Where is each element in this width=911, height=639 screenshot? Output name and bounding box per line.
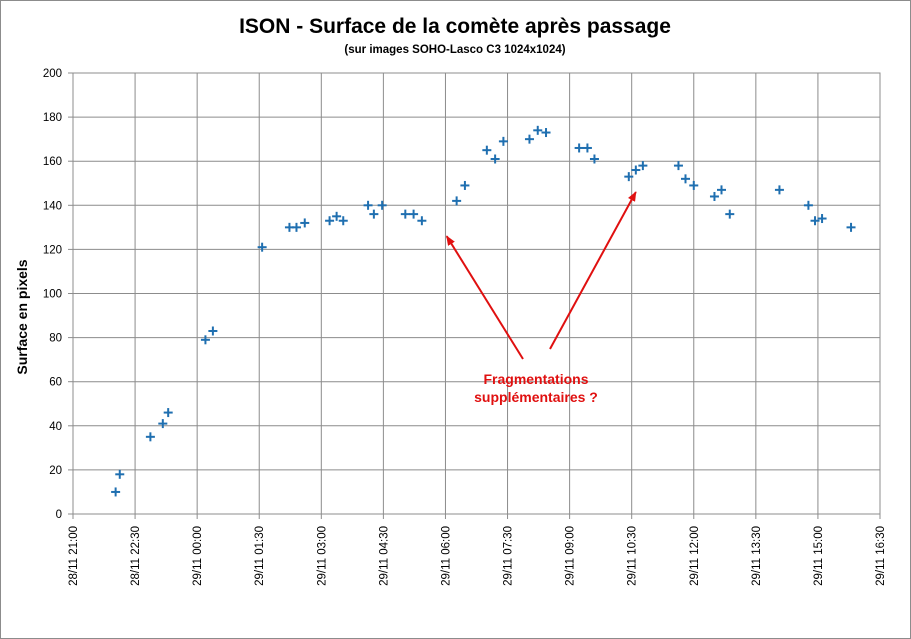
data-point [482, 145, 492, 155]
y-axis-label: Surface en pixels [14, 259, 30, 374]
y-tick-label: 80 [49, 333, 62, 345]
data-point [624, 172, 634, 182]
data-point [716, 185, 726, 195]
chart-subtitle: (sur images SOHO-Lasco C3 1024x1024) [344, 44, 565, 56]
data-point [400, 209, 410, 219]
y-tick-label: 120 [43, 244, 62, 256]
data-point [817, 214, 827, 224]
data-point [363, 200, 373, 210]
y-tick-label: 100 [43, 289, 62, 301]
data-point [369, 209, 379, 219]
data-point [774, 185, 784, 195]
y-axis-ticks: 0 20 40 60 80 100 120 140 160 180 200 [43, 68, 62, 521]
data-point [810, 216, 820, 226]
data-point [541, 128, 551, 138]
y-tick-label: 160 [43, 156, 62, 168]
data-point [803, 200, 813, 210]
data-point [291, 222, 301, 232]
annotation-text: supplémentaires ? [474, 389, 598, 405]
data-point [115, 469, 125, 479]
x-tick-label: 29/11 06:00 [440, 526, 452, 586]
x-tick-label: 29/11 03:00 [316, 526, 328, 586]
data-point [460, 180, 470, 190]
x-tick-label: 29/11 15:00 [813, 526, 825, 586]
x-tick-label: 29/11 13:30 [751, 526, 763, 586]
data-point [524, 134, 534, 144]
data-point [574, 143, 584, 153]
data-point [257, 242, 267, 252]
data-point [709, 191, 719, 201]
data-point [158, 419, 168, 429]
data-point [332, 211, 342, 221]
y-tick-label: 40 [49, 421, 62, 433]
x-tick-label: 29/11 16:30 [875, 526, 887, 586]
data-point [300, 218, 310, 228]
y-tick-label: 180 [43, 112, 62, 124]
data-point [452, 196, 462, 206]
data-point [111, 487, 121, 497]
y-tick-label: 200 [43, 68, 62, 80]
data-point [377, 200, 387, 210]
data-points [111, 125, 856, 497]
data-point [498, 136, 508, 146]
data-point [673, 161, 683, 171]
data-point [409, 209, 419, 219]
x-tick-label: 29/11 12:00 [689, 526, 701, 586]
grid [72, 72, 881, 515]
data-point [208, 326, 218, 336]
x-tick-label: 29/11 00:00 [192, 526, 204, 586]
data-point [638, 161, 648, 171]
annotation: Fragmentations supplémentaires ? [445, 191, 637, 405]
x-tick-label: 29/11 10:30 [627, 526, 639, 586]
data-point [417, 216, 427, 226]
x-tick-label: 29/11 07:30 [503, 526, 515, 586]
data-point [689, 180, 699, 190]
data-point [846, 222, 856, 232]
y-tick-label: 60 [49, 377, 62, 389]
data-point [725, 209, 735, 219]
x-tick-label: 29/11 09:00 [565, 526, 577, 586]
x-tick-label: 29/11 04:30 [378, 526, 390, 586]
y-tick-label: 0 [56, 509, 62, 521]
data-point [200, 335, 210, 345]
x-tick-label: 28/11 21:00 [68, 526, 80, 586]
data-point [338, 216, 348, 226]
annotation-text: Fragmentations [483, 371, 588, 387]
data-point [582, 143, 592, 153]
annotation-arrow [549, 191, 637, 350]
data-point [589, 154, 599, 164]
data-point [325, 216, 335, 226]
x-tick-label: 29/11 01:30 [254, 526, 266, 586]
y-tick-label: 20 [49, 465, 62, 477]
data-point [490, 154, 500, 164]
data-point [680, 174, 690, 184]
data-point [145, 432, 155, 442]
y-tick-label: 140 [43, 200, 62, 212]
x-tick-label: 28/11 22:30 [130, 526, 142, 586]
chart-title: ISON - Surface de la comète après passag… [239, 15, 671, 38]
data-point [533, 125, 543, 135]
data-point [631, 165, 641, 175]
data-point [163, 408, 173, 418]
x-axis-ticks: 28/11 21:00 28/11 22:30 29/11 00:00 29/11 0… [68, 526, 887, 586]
annotation-arrow [445, 235, 524, 360]
axes [68, 72, 881, 519]
